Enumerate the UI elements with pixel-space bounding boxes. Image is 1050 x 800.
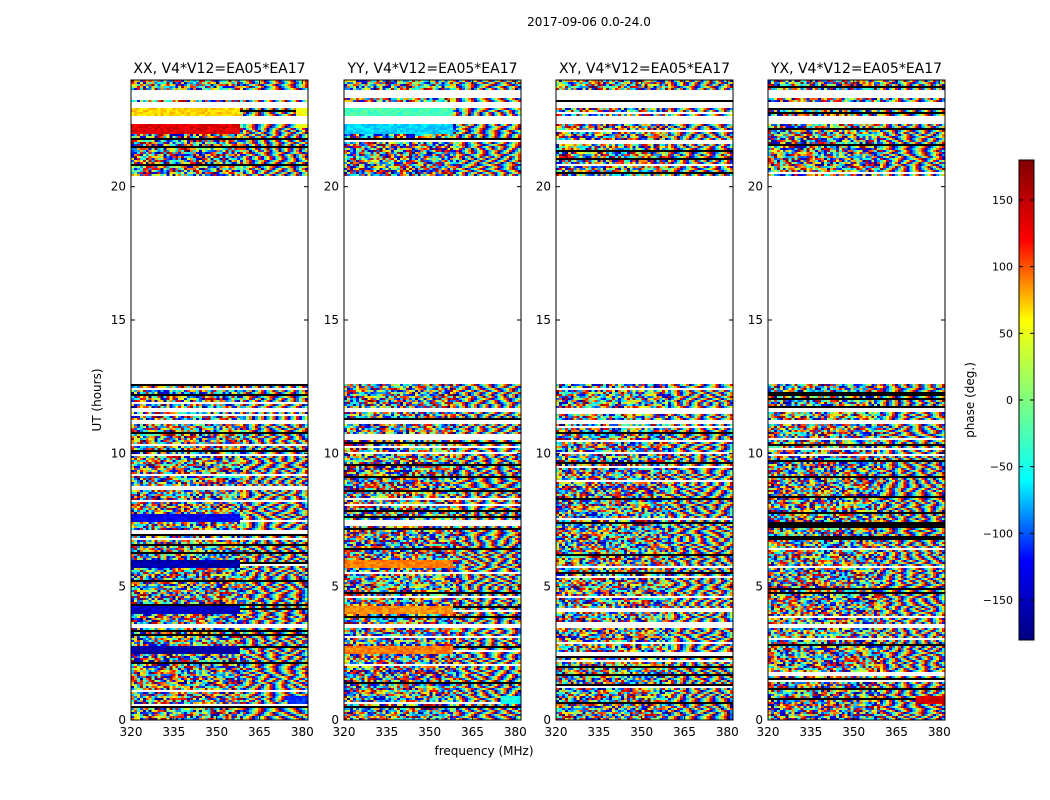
y-tick-label: 5 (331, 580, 339, 594)
heatmap-image (556, 80, 733, 720)
x-tick-label: 320 (120, 725, 143, 739)
colorbar-tick-label: 100 (992, 261, 1013, 274)
colorbar-tick-label: 0 (1006, 394, 1013, 407)
y-tick-label: 0 (543, 713, 551, 727)
x-tick-label: 350 (630, 725, 653, 739)
panel-title: YY, V4*V12=EA05*EA17 (346, 61, 517, 77)
x-tick-label: 350 (205, 725, 228, 739)
colorbar-tick-label: 150 (992, 194, 1013, 207)
heatmap-image (344, 80, 521, 720)
panel-0: XX, V4*V12=EA05*EA17 320 335 350 365 380 0 5 10 1… (111, 61, 314, 739)
y-tick-label: 10 (324, 446, 339, 460)
panel-1: YY, V4*V12=EA05*EA17 320 335 350 365 380 0 5 10 1… (324, 61, 527, 739)
y-tick-label: 10 (748, 446, 763, 460)
y-tick-label: 10 (536, 446, 551, 460)
x-tick-label: 335 (587, 725, 610, 739)
y-tick-label: 5 (755, 580, 763, 594)
y-tick-label: 15 (536, 313, 551, 327)
y-tick-label: 0 (331, 713, 339, 727)
x-tick-label: 335 (375, 725, 398, 739)
figure-title: 2017-09-06 0.0-24.0 (527, 15, 651, 29)
colorbar-tick-label: −100 (983, 527, 1013, 540)
x-tick-label: 365 (885, 725, 908, 739)
x-tick-label: 380 (291, 725, 314, 739)
panel-2: XY, V4*V12=EA05*EA17 320 335 350 365 380 0 5 10 1… (536, 61, 739, 739)
x-tick-label: 380 (928, 725, 951, 739)
colorbar-tick-label: 50 (999, 327, 1013, 340)
y-axis-label: UT (hours) (90, 368, 104, 431)
y-tick-label: 20 (748, 180, 763, 194)
axes-frame (130, 79, 309, 721)
colorbar-tick-label: −50 (990, 461, 1013, 474)
panel-title: XX, V4*V12=EA05*EA17 (133, 61, 305, 77)
y-tick-label: 15 (111, 313, 126, 327)
x-tick-label: 335 (162, 725, 185, 739)
axes-frame (767, 79, 946, 721)
y-tick-label: 5 (543, 580, 551, 594)
colorbar-label: phase (deg.) (963, 362, 977, 438)
x-axis-label: frequency (MHz) (434, 744, 533, 758)
colorbar-tick-label: −150 (983, 594, 1013, 607)
panel-3: YX, V4*V12=EA05*EA17 320 335 350 365 380 0 5 10 1… (748, 61, 951, 739)
x-tick-label: 380 (716, 725, 739, 739)
x-tick-label: 335 (799, 725, 822, 739)
y-tick-label: 0 (755, 713, 763, 727)
x-tick-label: 350 (842, 725, 865, 739)
y-tick-label: 20 (324, 180, 339, 194)
y-tick-label: 10 (111, 446, 126, 460)
heatmap-image (768, 80, 945, 720)
axes-frame (555, 79, 734, 721)
x-tick-label: 365 (461, 725, 484, 739)
x-tick-label: 320 (757, 725, 780, 739)
x-tick-label: 350 (418, 725, 441, 739)
x-tick-label: 320 (545, 725, 568, 739)
y-tick-label: 5 (118, 580, 126, 594)
x-tick-label: 365 (673, 725, 696, 739)
y-tick-label: 15 (324, 313, 339, 327)
x-tick-label: 320 (333, 725, 356, 739)
panel-title: XY, V4*V12=EA05*EA17 (559, 61, 730, 77)
x-tick-label: 380 (504, 725, 527, 739)
x-tick-label: 365 (248, 725, 271, 739)
panel-title: YX, V4*V12=EA05*EA17 (770, 61, 942, 77)
heatmap-image (131, 80, 308, 720)
y-tick-label: 15 (748, 313, 763, 327)
colorbar: 150 100 50 0 −50 −100 −150 phase (deg.) (963, 159, 1035, 641)
y-tick-label: 20 (536, 180, 551, 194)
panels: XX, V4*V12=EA05*EA17 320 335 350 365 380 0 5 10 1… (111, 61, 951, 739)
y-tick-label: 20 (111, 180, 126, 194)
y-tick-label: 0 (118, 713, 126, 727)
axes-frame (343, 79, 522, 721)
